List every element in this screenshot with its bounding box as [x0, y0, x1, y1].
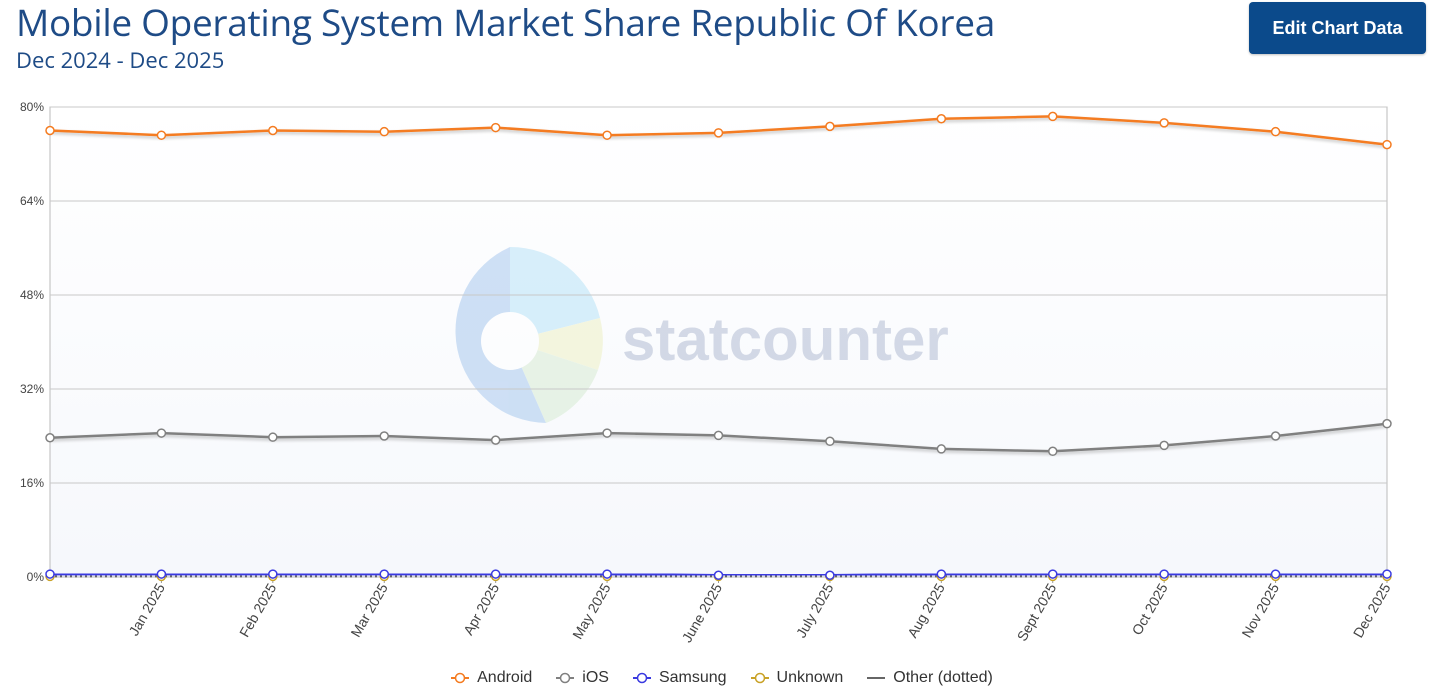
- data-point-samsung[interactable]: [713, 570, 724, 580]
- y-tick-label: 80%: [20, 100, 44, 114]
- legend-marker-icon: [451, 672, 470, 684]
- data-point-ios[interactable]: [1048, 446, 1058, 457]
- data-point-samsung[interactable]: [268, 569, 278, 579]
- legend-marker-icon: [750, 672, 769, 684]
- legend-marker-icon: [632, 672, 651, 684]
- legend-item-ios[interactable]: iOS: [554, 669, 609, 687]
- data-point-android[interactable]: [1048, 111, 1058, 122]
- plot-background: [49, 106, 1388, 578]
- x-tick-label: Mar 2025: [347, 580, 391, 639]
- y-tick-label: 64%: [20, 194, 44, 208]
- legend-item-other-dotted[interactable]: Other (dotted): [865, 669, 993, 687]
- y-tick-label: 0%: [27, 570, 45, 584]
- x-tick-label: Feb 2025: [236, 580, 280, 639]
- data-point-ios[interactable]: [1159, 440, 1169, 451]
- data-point-android[interactable]: [825, 121, 835, 132]
- data-point-android[interactable]: [268, 125, 278, 136]
- x-tick-label: Dec 2025: [1350, 580, 1394, 640]
- x-tick-label: June 2025: [679, 580, 726, 645]
- series-android: [45, 111, 1392, 150]
- edit-chart-data-button[interactable]: Edit Chart Data: [1249, 2, 1426, 54]
- data-point-android[interactable]: [1270, 126, 1281, 137]
- x-tick-label: Aug 2025: [904, 580, 948, 640]
- chart-date-range: Dec 2024 - Dec 2025: [16, 45, 225, 75]
- data-point-android[interactable]: [490, 122, 501, 133]
- data-point-samsung[interactable]: [490, 569, 501, 579]
- x-tick-label: Jan 2025: [125, 580, 168, 638]
- x-tick-label: Oct 2025: [1128, 580, 1170, 637]
- data-point-ios[interactable]: [602, 428, 612, 438]
- data-point-samsung[interactable]: [156, 569, 167, 579]
- data-point-ios[interactable]: [936, 444, 947, 454]
- data-point-ios[interactable]: [490, 435, 501, 445]
- legend-label: Android: [477, 669, 533, 686]
- chart-title: Mobile Operating System Market Share Rep…: [16, 0, 995, 47]
- data-point-samsung[interactable]: [1048, 569, 1058, 579]
- statcounter-watermark: statcounter: [455, 246, 949, 423]
- data-point-ios[interactable]: [45, 433, 55, 443]
- data-point-android[interactable]: [713, 128, 724, 138]
- data-point-samsung[interactable]: [936, 569, 947, 579]
- data-point-samsung[interactable]: [1159, 569, 1169, 579]
- data-point-ios[interactable]: [1382, 418, 1392, 429]
- legend-label: Unknown: [776, 669, 844, 686]
- y-tick-label: 32%: [20, 382, 44, 396]
- data-point-ios[interactable]: [713, 430, 724, 441]
- data-point-samsung[interactable]: [1270, 569, 1281, 579]
- x-tick-label: July 2025: [793, 580, 837, 640]
- chart-legend: Android iOS Samsung Unknown Other (dotted): [0, 666, 1442, 690]
- legend-item-android[interactable]: Android: [449, 669, 532, 687]
- legend-marker-icon: [867, 677, 886, 679]
- data-point-samsung[interactable]: [602, 569, 612, 579]
- y-tick-label: 48%: [20, 288, 44, 302]
- data-point-ios[interactable]: [379, 431, 389, 441]
- data-point-android[interactable]: [379, 126, 389, 137]
- legend-label: Samsung: [658, 669, 727, 686]
- series-samsung: [45, 569, 1392, 580]
- series-ios: [45, 418, 1392, 457]
- x-tick-label: Sept 2025: [1014, 580, 1060, 643]
- legend-marker-icon: [556, 672, 575, 684]
- x-tick-label: May 2025: [569, 580, 614, 641]
- y-tick-label: 16%: [20, 476, 44, 490]
- data-point-ios[interactable]: [156, 428, 167, 438]
- data-point-samsung[interactable]: [825, 570, 835, 580]
- legend-item-unknown[interactable]: Unknown: [749, 669, 844, 687]
- data-point-samsung[interactable]: [45, 569, 55, 579]
- legend-label: iOS: [582, 669, 609, 686]
- data-point-android[interactable]: [936, 114, 947, 124]
- data-point-android[interactable]: [1382, 139, 1392, 150]
- data-point-samsung[interactable]: [379, 569, 389, 579]
- x-tick-label: Apr 2025: [460, 580, 502, 637]
- legend-item-samsung[interactable]: Samsung: [631, 669, 727, 687]
- data-point-ios[interactable]: [825, 436, 835, 447]
- x-tick-label: Nov 2025: [1238, 580, 1282, 640]
- watermark-text: statcounter: [622, 306, 949, 373]
- data-point-android[interactable]: [602, 130, 612, 140]
- legend-label: Other (dotted): [893, 669, 993, 686]
- data-point-ios[interactable]: [268, 432, 278, 442]
- data-point-samsung[interactable]: [1382, 569, 1392, 579]
- data-point-android[interactable]: [45, 125, 55, 136]
- data-point-android[interactable]: [156, 130, 167, 140]
- data-point-ios[interactable]: [1270, 431, 1281, 441]
- data-point-android[interactable]: [1159, 118, 1169, 128]
